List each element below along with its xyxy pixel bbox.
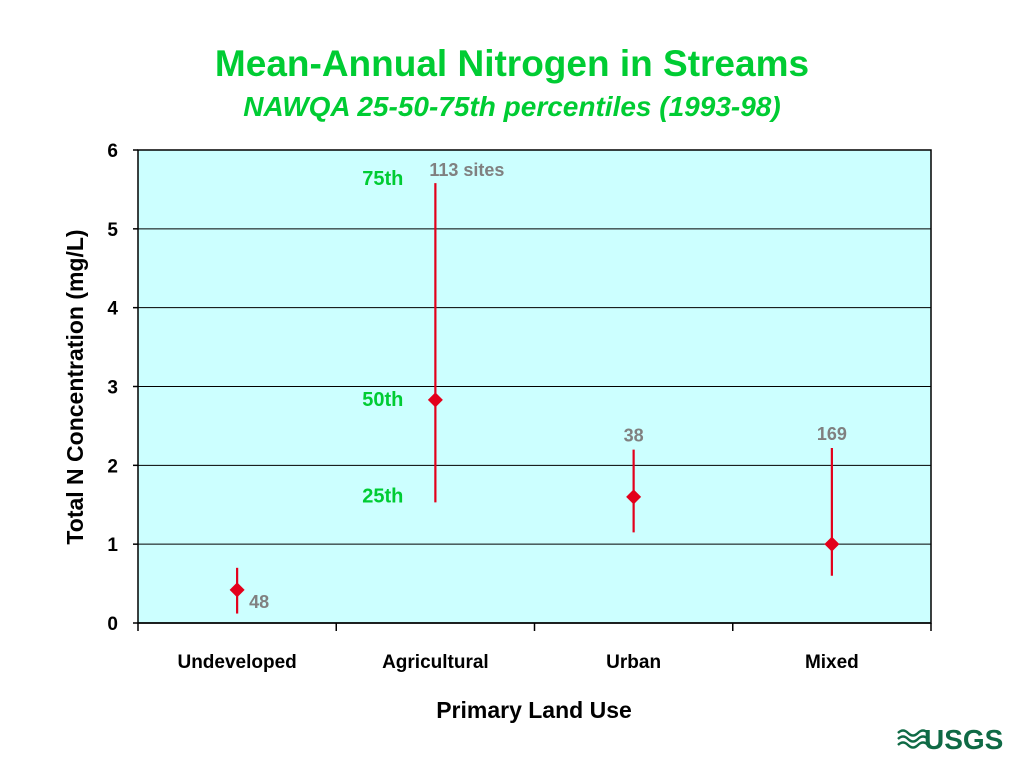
median-marker — [229, 582, 245, 598]
y-tick-label: 0 — [107, 614, 118, 635]
usgs-logo-text: USGS — [924, 724, 1003, 755]
x-category-label: Urban — [606, 652, 661, 673]
usgs-wave-icon — [897, 729, 929, 749]
x-axis-label: Primary Land Use — [436, 697, 632, 723]
site-count-label: 48 — [249, 592, 269, 612]
site-count-label: 169 — [817, 424, 847, 444]
y-axis-label: Total N Concentration (mg/L) — [62, 229, 88, 544]
y-tick-label: 6 — [107, 141, 118, 162]
chart-title: Mean-Annual Nitrogen in Streams — [215, 43, 809, 84]
median-marker — [824, 536, 840, 552]
y-tick-label: 3 — [107, 378, 118, 399]
usgs-logo: USGS — [897, 724, 1003, 755]
chart-subtitle: NAWQA 25-50-75th percentiles (1993-98) — [243, 91, 780, 122]
percentile-label-50th: 50th — [362, 389, 403, 411]
percentile-label-25th: 25th — [362, 485, 403, 507]
y-tick-label: 2 — [107, 456, 118, 477]
site-count-label: 38 — [624, 426, 644, 446]
site-count-label: 113 sites — [429, 160, 504, 180]
x-category-label: Undeveloped — [177, 652, 296, 673]
x-category-label: Agricultural — [382, 652, 489, 673]
x-category-label: Mixed — [805, 652, 859, 673]
median-marker — [427, 392, 443, 408]
percentile-label-75th: 75th — [362, 168, 403, 190]
median-marker — [626, 489, 642, 505]
y-tick-label: 5 — [107, 220, 118, 241]
y-tick-label: 4 — [107, 299, 118, 320]
y-tick-label: 1 — [107, 535, 118, 556]
